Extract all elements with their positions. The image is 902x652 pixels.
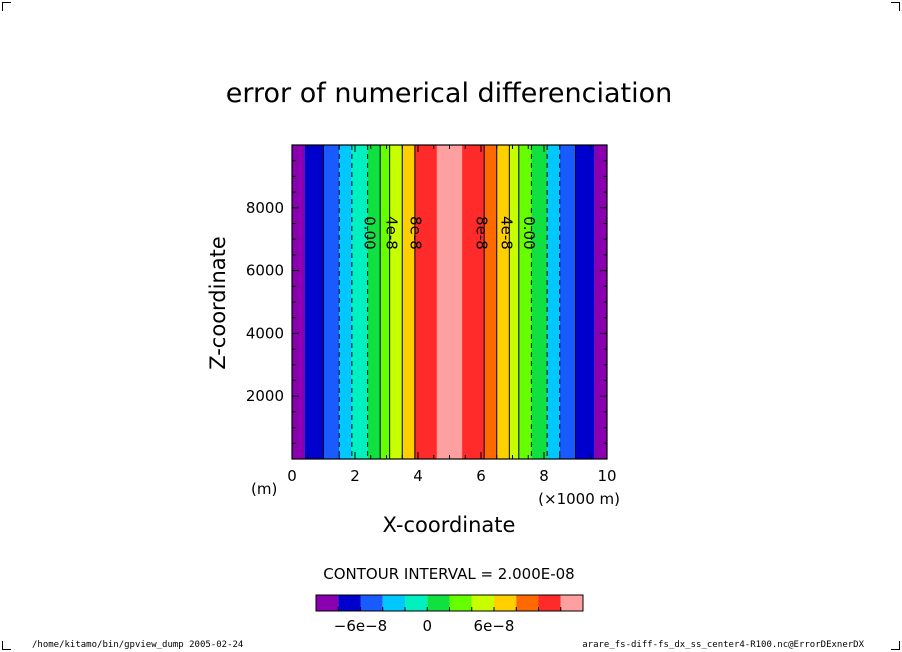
contour-band (402, 145, 415, 459)
colorbar-swatch (449, 595, 472, 611)
x-unit-left: (m) (251, 480, 277, 498)
footer-left-text: /home/kitamo/bin/gpview_dump 2005-02-24 (32, 640, 244, 650)
contour-band (380, 145, 390, 459)
colorbar-swatch (494, 595, 517, 611)
contour-band (575, 145, 595, 459)
x-tick-label: 4 (413, 467, 423, 485)
colorbar-swatch (516, 595, 539, 611)
colorbar-label: −6e−8 (334, 617, 387, 635)
contour-band (323, 145, 340, 459)
contour-interval-text: CONTOUR INTERVAL = 2.000E-08 (323, 565, 574, 583)
chart-title: error of numerical differenciation (226, 78, 672, 109)
contour-band (509, 145, 519, 459)
contour-labels: 0.00 4e-8 8e-8 8e-8 4e-8 0.00 (361, 216, 538, 250)
colorbar-swatch (316, 595, 339, 611)
colorbar-label: 0 (422, 617, 432, 635)
contour-band (496, 145, 510, 459)
contour-label: 8e-8 (406, 216, 424, 250)
footer-right-text: arare_fs-diff-fs_dx_ss_center4-R100.nc@E… (582, 640, 864, 650)
corner-mark-top-right (891, 2, 900, 11)
contour-band (547, 145, 560, 459)
contour-band (304, 145, 324, 459)
contour-band (484, 145, 497, 459)
contour-band (559, 145, 576, 459)
colorbar-swatch (405, 595, 428, 611)
axes: 0 2 4 6 8 10 2000 4000 6000 8000 (246, 144, 617, 485)
x-tick-label: 0 (287, 467, 297, 485)
x-unit-right: (×1000 m) (538, 490, 620, 508)
contour-band (518, 145, 532, 459)
colorbar-label: 6e−8 (474, 617, 515, 635)
contour-band (436, 145, 463, 459)
colorbar-swatch (360, 595, 383, 611)
corner-mark-bottom-right (891, 641, 900, 650)
contour-label: 4e-8 (383, 216, 401, 250)
colorbar: −6e−8 0 6e−8 (315, 594, 584, 635)
contour-band (462, 145, 485, 459)
y-axis-label: Z-coordinate (206, 236, 230, 370)
contour-fill-bands (292, 145, 607, 459)
colorbar-swatch (427, 595, 450, 611)
contour-band (414, 145, 437, 459)
contour-label: 0.00 (520, 216, 538, 249)
contour-label: 4e-8 (498, 216, 516, 250)
x-tick-label: 8 (539, 467, 549, 485)
colorbar-swatch (338, 595, 361, 611)
corner-mark-top-left (2, 2, 11, 11)
x-tick-label: 10 (597, 467, 616, 485)
contour-lines (323, 145, 576, 459)
contour-band (367, 145, 381, 459)
contour-label: 0.00 (361, 216, 379, 249)
contour-label: 8e-8 (473, 216, 491, 250)
x-tick-label: 2 (350, 467, 360, 485)
x-axis-label: X-coordinate (383, 513, 516, 537)
contour-band (389, 145, 403, 459)
x-tick-label: 6 (476, 467, 486, 485)
y-tick-label: 2000 (246, 387, 284, 405)
colorbar-swatch (382, 595, 405, 611)
colorbar-swatch (560, 595, 583, 611)
y-tick-label: 4000 (246, 324, 284, 342)
corner-mark-bottom-left (2, 641, 11, 650)
colorbar-swatch (538, 595, 561, 611)
y-tick-label: 6000 (246, 262, 284, 280)
contour-band (531, 145, 548, 459)
colorbar-swatch (471, 595, 494, 611)
contour-band (351, 145, 368, 459)
y-tick-label: 8000 (246, 199, 284, 217)
contour-band (339, 145, 352, 459)
